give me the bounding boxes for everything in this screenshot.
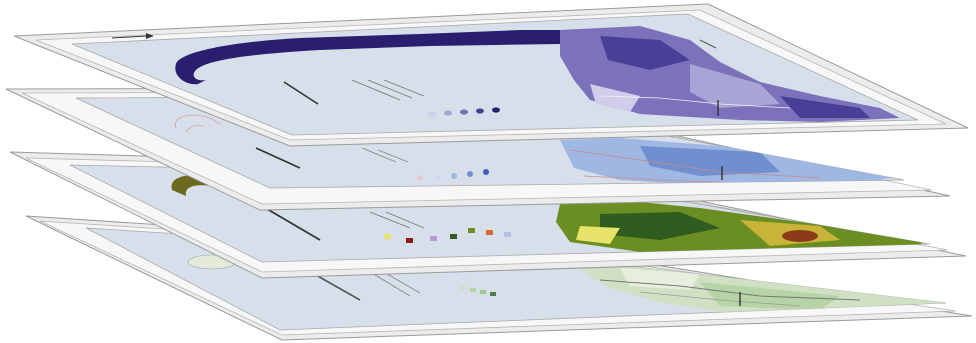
layer-4-legend-swatch [490,292,496,296]
map-layer-1 [13,3,969,147]
layer-1-map-content [175,26,900,122]
layer-1-land-patch-4 [590,84,640,112]
layer-1-cape-arm [175,30,561,85]
layer-1-land-patch [600,36,690,70]
layer-3-legend-swatch [468,228,475,233]
layer-2-legend-text-line [361,147,397,163]
layer-3-legend-swatch [450,234,457,239]
layer-2-title-bar [255,147,301,169]
layer-1-legend-text-line [351,79,401,101]
layer-3-legend-swatch [504,232,511,237]
layer-3-title-bar [261,205,321,241]
layer-3-legend-swatch [486,230,493,235]
layer-1-legend [283,79,500,117]
layer-4-road-2 [639,291,801,307]
layer-1-land-patch-2 [690,64,780,108]
layer-2-legend-swatch [451,173,457,179]
layer-2-map-content [175,114,900,186]
layer-2-cape-outline [175,114,221,133]
layer-1-legend-swatch [476,108,484,114]
layer-1-legend-swatch [444,110,452,116]
layer-3-land-patch-4 [576,226,620,244]
layer-2-land-patch [640,146,780,176]
layer-2-legend-swatch [417,175,423,181]
layer-4-legend-swatch [470,288,476,292]
layer-2-legend-swatch [435,175,441,181]
layer-4-legend-text-line [381,270,421,294]
layer-3-land-patch-3 [782,230,818,242]
layer-1-road [599,95,791,109]
layer-4-land-patch-2 [620,268,700,290]
layer-1-scale-bar-top [699,39,717,49]
north-arrow-icon [111,35,147,39]
layer-1-land-patch-3 [780,96,870,118]
layer-4-road [599,279,861,301]
layer-2-road [569,149,821,179]
layer-2-legend [255,147,489,181]
layer-1-legend-text-line [383,79,425,97]
layer-3-legend-text-line [369,211,411,229]
layer-4-legend-swatch [460,286,466,290]
layer-3-legend-swatch [406,238,413,243]
layer-1-legend-swatch [492,107,500,113]
layer-2-legend-swatch [483,169,489,175]
layer-3-legend [261,205,511,243]
layer-1-north-arrow [111,33,154,39]
layer-3-legend-swatch [384,234,391,239]
layer-3-legend-swatch [430,236,437,241]
layer-1-title-bar [283,81,319,105]
layer-3-legend-text-line [385,211,425,229]
layer-1-legend-swatch [460,109,468,115]
layer-1-legend-swatch [428,111,436,117]
layer-3-land-patch [600,212,720,240]
layer-1-legend-text-line [367,79,413,99]
layer-4-legend-swatch [480,290,486,294]
layer-2-legend-swatch [467,171,473,177]
layer-4-legend-text-line [369,271,411,297]
north-arrow-head-icon [146,33,154,39]
layer-3-map-content [171,175,930,256]
layer-2-legend-text-line [377,149,409,163]
